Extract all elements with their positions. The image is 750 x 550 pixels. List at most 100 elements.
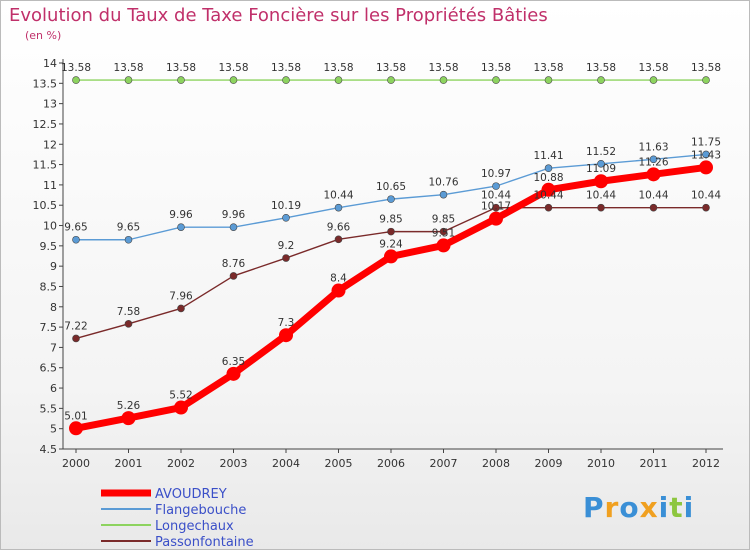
data-label: 9.65 (117, 222, 140, 234)
logo-letter: i (658, 491, 670, 524)
data-label: 9.24 (379, 238, 403, 250)
y-tick-label: 11.5 (33, 159, 58, 172)
data-point (334, 76, 343, 84)
x-tick-label: 2006 (377, 457, 405, 470)
data-point (229, 76, 238, 84)
data-label: 10.97 (481, 168, 511, 180)
x-tick-label: 2012 (692, 457, 720, 470)
data-point (646, 167, 661, 182)
y-tick-label: 6.5 (40, 362, 58, 375)
data-point (492, 182, 500, 190)
y-tick-label: 7 (50, 341, 57, 354)
data-label: 9.85 (432, 214, 455, 226)
data-label: 7.22 (64, 320, 87, 332)
x-tick-label: 2001 (115, 457, 143, 470)
logo-letter: r (604, 491, 620, 524)
data-label: 13.58 (323, 62, 353, 74)
data-label: 10.65 (376, 181, 406, 193)
data-label: 13.58 (586, 62, 616, 74)
legend-entry: AVOUDREY (155, 487, 227, 502)
data-point (702, 76, 710, 84)
y-tick-label: 13 (43, 98, 57, 111)
data-point (649, 155, 658, 164)
legend-entry: Longechaux (155, 519, 234, 534)
y-tick-label: 10 (43, 220, 57, 233)
data-point (69, 421, 83, 436)
data-point (282, 254, 290, 262)
legend-entry: Flangebouche (155, 503, 246, 518)
data-point (597, 159, 605, 168)
data-point (279, 328, 293, 343)
data-label: 13.58 (376, 62, 406, 74)
data-label: 9.65 (64, 222, 87, 234)
y-tick-label: 7.5 (40, 321, 58, 334)
data-point (177, 304, 185, 313)
data-label: 10.44 (586, 190, 616, 202)
y-tick-label: 14 (43, 57, 57, 70)
logo-letter: o (619, 491, 640, 524)
data-label: 9.51 (432, 227, 455, 239)
x-tick-label: 2004 (272, 457, 300, 470)
y-tick-label: 5.5 (40, 402, 58, 415)
data-point (282, 76, 290, 84)
data-label: 13.58 (166, 62, 196, 74)
data-point (702, 150, 710, 159)
x-tick-label: 2003 (220, 457, 248, 470)
y-tick-label: 10.5 (33, 199, 58, 212)
data-label: 11.52 (586, 146, 616, 158)
data-label: 7.58 (117, 306, 140, 318)
data-point (174, 400, 188, 415)
data-label: 11.26 (638, 156, 668, 168)
data-label: 13.58 (428, 62, 458, 74)
data-point (387, 195, 395, 203)
data-label: 7.96 (169, 290, 193, 302)
data-point (226, 366, 241, 381)
y-tick-label: 5 (50, 423, 57, 436)
data-point (334, 235, 343, 244)
data-label: 11.75 (691, 136, 721, 148)
data-point (229, 272, 238, 280)
data-point (597, 76, 605, 84)
data-point (177, 76, 185, 84)
data-label: 13.58 (218, 62, 248, 74)
data-label: 13.58 (113, 62, 143, 74)
data-label: 5.26 (117, 400, 141, 412)
data-label: 9.96 (222, 209, 246, 221)
series-line-passonfontaine (75, 206, 706, 340)
y-tick-label: 8 (50, 301, 57, 314)
data-label: 10.44 (481, 190, 511, 202)
data-point (439, 190, 448, 199)
y-tick-label: 11 (43, 179, 57, 192)
data-label: 7.3 (278, 317, 295, 329)
data-point (492, 203, 500, 212)
data-label: 9.85 (379, 214, 402, 226)
data-label: 11.43 (691, 149, 721, 161)
data-point (334, 203, 343, 212)
data-label: 13.58 (481, 62, 511, 74)
x-tick-label: 2002 (167, 457, 195, 470)
data-point (72, 76, 80, 84)
data-point (492, 76, 500, 84)
proxiti-logo: Proxiti (583, 491, 694, 524)
x-tick-label: 2005 (325, 457, 353, 470)
data-point (121, 411, 136, 426)
data-label: 10.44 (638, 190, 668, 202)
y-tick-label: 12 (43, 138, 57, 151)
data-label: 10.17 (481, 201, 511, 213)
data-label: 8.76 (222, 258, 246, 270)
data-point (124, 320, 133, 328)
y-tick-label: 9.5 (40, 240, 58, 253)
x-tick-label: 2007 (430, 457, 458, 470)
y-tick-label: 6 (50, 382, 57, 395)
data-label: 11.63 (638, 141, 668, 153)
y-tick-label: 4.5 (40, 443, 58, 456)
data-point (72, 235, 80, 244)
data-label: 10.76 (428, 177, 458, 189)
x-tick-label: 2011 (640, 457, 668, 470)
logo-letter: x (639, 491, 659, 524)
data-point (489, 211, 503, 226)
x-tick-label: 2009 (535, 457, 563, 470)
y-tick-label: 9 (50, 260, 57, 273)
